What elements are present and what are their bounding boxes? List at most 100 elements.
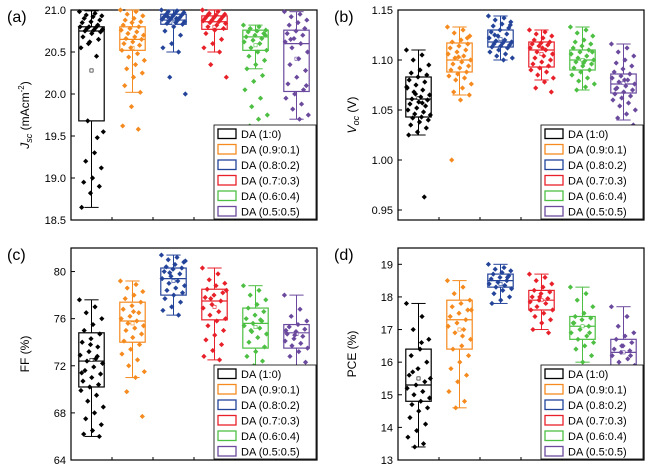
data-point <box>449 157 455 163</box>
box-iqr <box>119 301 146 343</box>
data-point <box>409 96 415 102</box>
data-point <box>85 118 91 124</box>
data-point <box>459 59 465 65</box>
data-point <box>493 38 499 44</box>
data-point <box>218 298 224 304</box>
data-point <box>609 75 615 81</box>
data-point <box>578 69 584 75</box>
data-point <box>543 69 550 75</box>
data-point <box>132 325 138 331</box>
legend-label: DA (0.6:0.4) <box>568 431 627 443</box>
data-point <box>422 421 429 427</box>
data-point <box>424 405 431 411</box>
data-point <box>458 37 464 43</box>
y-tick-label: 1.00 <box>372 155 393 167</box>
data-point <box>119 351 125 357</box>
data-point <box>419 100 425 106</box>
data-point <box>613 60 619 66</box>
data-point <box>118 27 124 33</box>
data-point <box>295 321 301 328</box>
data-point <box>467 33 473 39</box>
data-point <box>252 312 258 318</box>
data-point <box>281 9 288 15</box>
data-point <box>541 310 547 316</box>
data-point <box>467 336 474 342</box>
legend-label: DA (0.6:0.4) <box>241 191 300 203</box>
legend-label: DA (0.9:0.1) <box>241 145 300 157</box>
data-point <box>171 292 177 298</box>
data-point <box>502 282 508 289</box>
data-point <box>588 41 594 47</box>
data-point <box>201 353 207 359</box>
data-point <box>486 281 492 287</box>
data-point <box>452 330 458 336</box>
data-point <box>590 339 597 346</box>
data-point <box>252 32 258 38</box>
data-point <box>216 49 223 55</box>
data-point <box>133 9 139 15</box>
data-point <box>253 62 259 68</box>
data-point <box>78 387 84 394</box>
data-point <box>93 392 100 398</box>
y-axis-title-main: PCE (%) <box>345 331 359 378</box>
data-point <box>572 39 578 45</box>
data-point <box>545 295 551 302</box>
data-point <box>83 12 89 18</box>
data-point <box>261 309 267 315</box>
y-tick-label: 1.05 <box>372 105 393 117</box>
data-point <box>167 270 173 276</box>
data-point <box>179 265 185 271</box>
data-point <box>304 17 310 23</box>
data-point <box>173 15 180 21</box>
data-point <box>134 29 140 35</box>
legend-swatch <box>217 143 237 155</box>
data-point <box>569 72 575 78</box>
data-point <box>489 300 495 307</box>
data-point <box>91 410 98 416</box>
data-point <box>177 299 184 305</box>
data-point <box>181 19 188 25</box>
data-point <box>567 24 574 30</box>
data-point <box>409 401 415 408</box>
data-point <box>162 296 168 302</box>
data-point <box>210 347 216 354</box>
data-point <box>134 357 141 363</box>
y-axis-title-unit: (mAcm <box>18 92 32 133</box>
data-point <box>200 305 206 311</box>
legend-swatch <box>217 159 237 171</box>
data-point <box>455 71 461 77</box>
data-point <box>612 91 618 97</box>
data-point <box>591 81 597 87</box>
data-point <box>293 28 299 34</box>
data-point <box>133 281 139 288</box>
data-point <box>457 97 464 103</box>
data-point <box>631 81 638 87</box>
data-point <box>245 29 251 35</box>
box-group <box>119 280 146 379</box>
data-point <box>489 44 495 50</box>
data-point <box>96 433 102 440</box>
data-point <box>583 27 589 33</box>
data-point <box>618 73 624 79</box>
data-point <box>497 274 503 280</box>
data-point <box>159 16 165 22</box>
data-point <box>84 25 90 32</box>
data-point <box>460 284 466 290</box>
data-point <box>539 320 545 326</box>
data-point <box>82 367 88 374</box>
data-point <box>574 30 580 36</box>
data-point <box>500 57 507 63</box>
data-point <box>532 55 538 61</box>
data-point <box>404 84 410 90</box>
data-point <box>610 97 616 103</box>
data-point <box>406 132 412 138</box>
data-point <box>589 49 595 55</box>
data-point <box>422 79 428 85</box>
data-point <box>259 358 266 364</box>
data-point <box>577 326 583 333</box>
data-point <box>222 316 229 322</box>
data-point <box>98 422 104 428</box>
legend-label: DA (0.8:0.2) <box>241 160 300 172</box>
data-point <box>136 341 143 348</box>
data-point <box>543 47 549 53</box>
